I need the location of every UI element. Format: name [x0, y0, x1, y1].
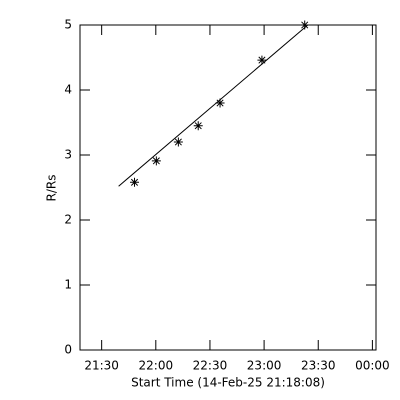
x-tick-label: 21:30 [84, 359, 119, 373]
x-axis-label: Start Time (14-Feb-25 21:18:08) [131, 376, 325, 390]
y-tick-label: 1 [64, 278, 72, 292]
data-point [193, 121, 203, 131]
y-tick-label: 4 [64, 83, 72, 97]
fit-line [118, 24, 309, 187]
y-tick-label: 3 [64, 148, 72, 162]
x-tick-label: 00:00 [355, 359, 390, 373]
data-point [300, 20, 310, 30]
y-axis-label: R/Rs [45, 175, 59, 202]
x-tick-label: 23:30 [301, 359, 336, 373]
data-point [257, 55, 267, 65]
y-tick-label: 0 [64, 343, 72, 357]
y-tick-label: 2 [64, 213, 72, 227]
x-tick-label: 22:30 [193, 359, 228, 373]
y-tick-label: 5 [64, 18, 72, 32]
data-point [151, 156, 161, 166]
data-point [130, 177, 140, 187]
data-point [173, 137, 183, 147]
x-tick-label: 23:00 [247, 359, 282, 373]
plot-frame [79, 24, 377, 351]
x-tick-label: 22:00 [139, 359, 174, 373]
data-point [215, 98, 225, 108]
